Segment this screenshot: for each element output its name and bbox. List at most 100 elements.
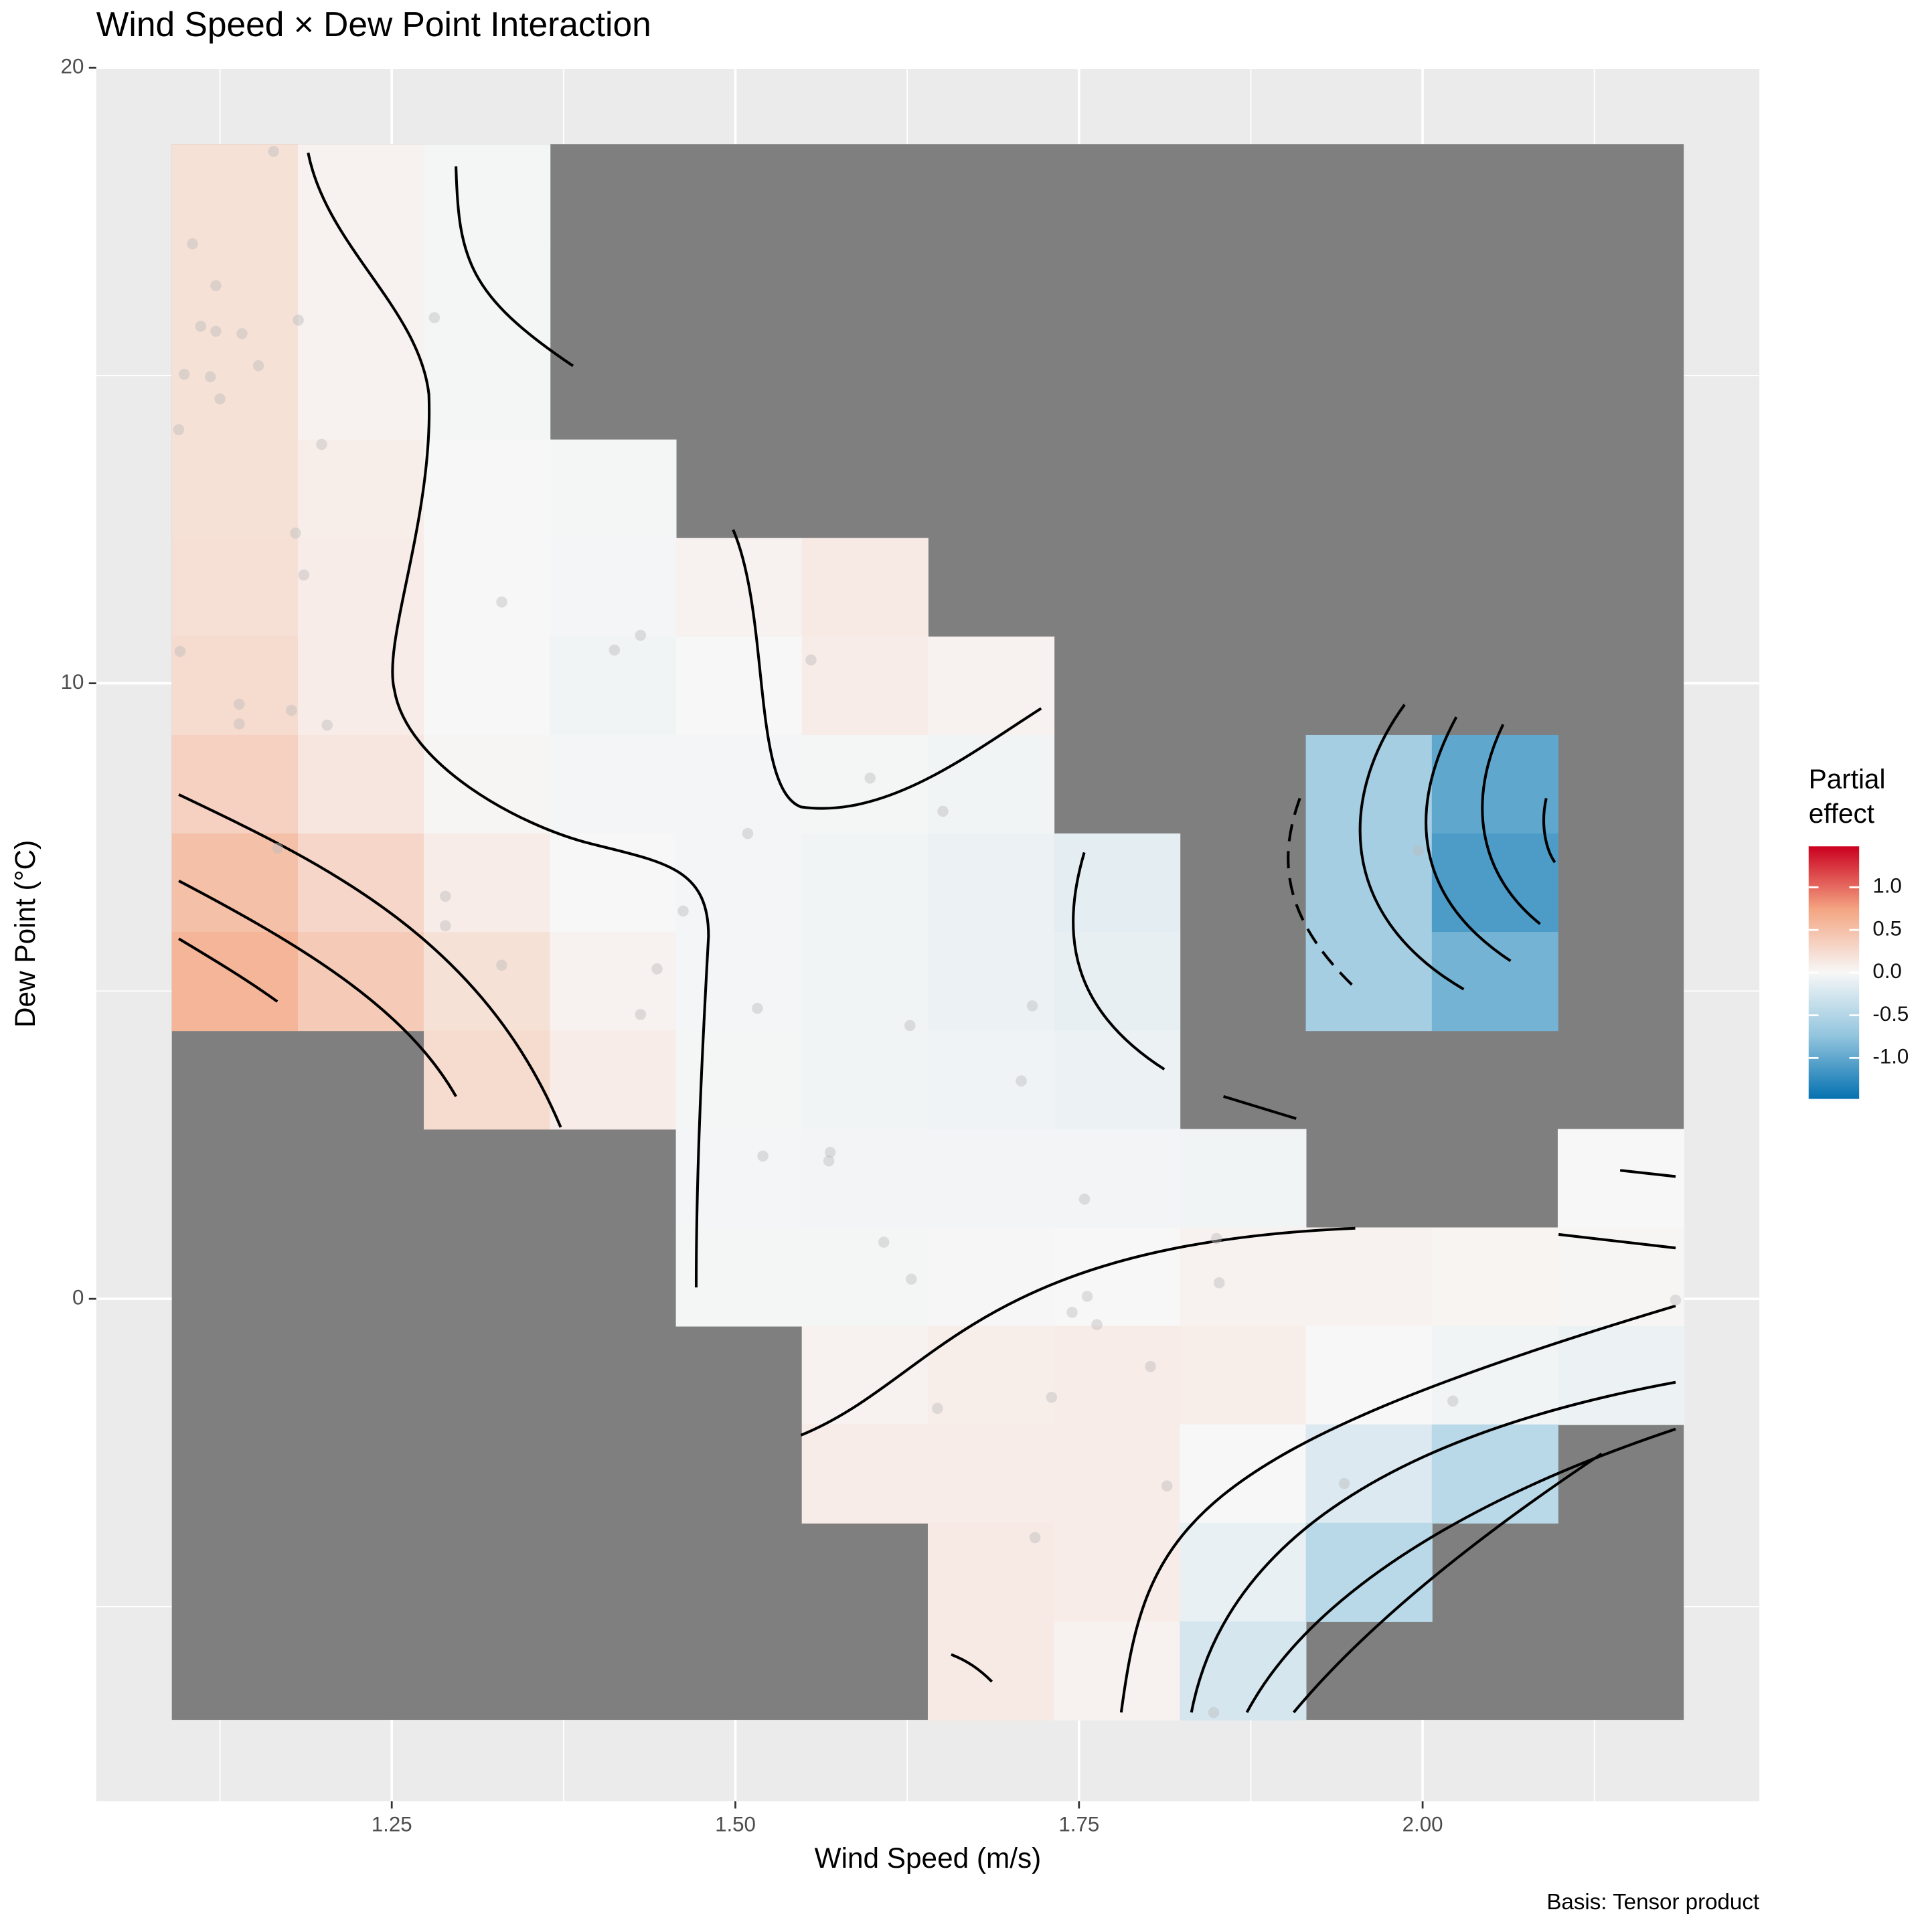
y-tick-label: 10 [61,670,84,694]
data-point [1026,1000,1038,1012]
axes: 1.25 1.50 1.75 2.00 0 10 20 [61,54,1443,1836]
heat-cell [1054,1030,1181,1130]
data-point [178,368,190,380]
heat-cell [801,932,929,1032]
data-point [757,1150,769,1162]
data-point [440,890,451,902]
heat-cell [171,439,299,539]
data-point [428,312,440,323]
x-tick-label: 1.75 [1058,1813,1099,1836]
heat-cell [550,734,677,834]
contour-line [178,793,562,1128]
contours [178,152,1676,1714]
data-point [496,959,507,971]
heat-cell [927,734,1055,834]
data-point [1208,1706,1220,1718]
heat-cell [801,833,929,933]
data-point [677,905,689,917]
heat-cell [297,932,424,1032]
heat-cell [171,636,299,736]
contour-line [1542,798,1556,864]
heat-cell [927,833,1055,933]
heat-cell [675,932,803,1032]
heat-cell [1305,1522,1433,1622]
heat-cell [801,1030,929,1130]
heatmap [171,144,1685,1721]
data-point [609,644,621,656]
heat-cell [927,1424,1055,1524]
heat-cell [1305,932,1433,1032]
heat-cell [297,144,424,244]
data-point [864,773,876,784]
legend-label: -0.5 [1872,1002,1909,1026]
heat-cell [801,1424,929,1524]
heat-cell [1180,1522,1307,1622]
heat-cell [424,833,551,933]
heat-cell [297,734,424,834]
chart-title: Wind Speed × Dew Point Interaction [96,5,651,44]
contour-line [1481,724,1541,925]
contour-line [1119,1304,1676,1713]
heat-cell [424,1030,551,1130]
heat-cell [927,1522,1055,1622]
data-point [1670,1294,1682,1306]
heat-cell [927,932,1055,1032]
data-point [268,145,279,157]
data-point [298,569,310,581]
heat-cell [424,439,551,539]
heat-cell [1557,1326,1685,1425]
heat-cell [1180,1621,1307,1721]
heat-cell [675,636,803,736]
contour-line [1558,1232,1676,1250]
data-point [742,827,754,839]
data-point [173,424,185,436]
data-point [1210,1232,1222,1244]
data-point [316,438,327,451]
contour-line [1072,852,1165,1071]
heat-cell [801,1129,929,1228]
data-point [1078,1193,1091,1205]
heat-cell [1431,1326,1558,1425]
data-point [272,842,284,854]
heat-cell [675,1129,803,1228]
heat-cell [424,538,551,637]
contour-line [1190,1380,1676,1713]
heat-cell [801,1326,929,1425]
heat-cell [927,1030,1055,1130]
heat-cell [1305,1227,1433,1327]
contour-line [800,1226,1356,1437]
heat-cell [1305,734,1433,834]
heat-cell [1305,1424,1433,1524]
heat-cell [1557,1129,1685,1228]
heat-cell [424,341,551,440]
heat-cell [1180,1129,1307,1228]
y-tick-label: 0 [72,1285,84,1309]
data-point [1338,1477,1350,1490]
legend-label: -1.0 [1872,1045,1909,1068]
data-point [290,528,301,539]
heat-cell [171,144,299,244]
data-point [906,1273,917,1285]
heat-cell [1431,1424,1558,1524]
heat-cell [801,538,929,637]
data-point [1145,1361,1156,1372]
heat-cell [1180,1424,1307,1524]
x-tick-label: 2.00 [1402,1813,1443,1836]
heat-cell [927,1129,1055,1228]
legend: Partial effect 1.0 0.5 0.0 -0.5 -1.0 [1808,763,1909,1099]
heat-cell [675,1227,803,1327]
data-point [1081,1291,1093,1302]
heat-cell [1054,833,1181,933]
heat-cell [550,538,677,637]
heat-cell [171,833,299,933]
heat-cell [1054,1326,1181,1425]
data-point [1016,1075,1027,1087]
heat-cell [1431,1227,1558,1327]
data-point [904,1020,916,1032]
heat-cell [297,439,424,539]
data-point [204,371,216,383]
heat-cell [675,833,803,933]
heat-cell [1054,1129,1181,1228]
data-point [321,719,333,731]
